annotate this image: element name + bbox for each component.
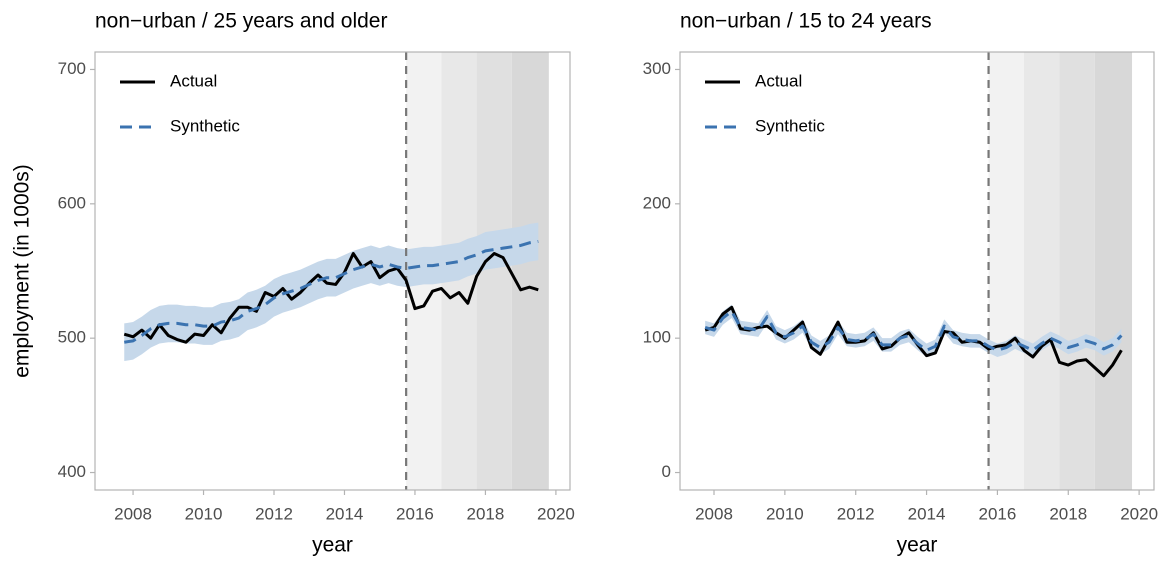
shaded-period <box>1059 52 1095 490</box>
panel-border <box>679 51 1155 491</box>
y-tick-label: 300 <box>643 59 671 78</box>
y-tick-label: 100 <box>643 328 671 347</box>
x-tick-label: 2008 <box>114 504 152 523</box>
shaded-period <box>476 52 512 490</box>
x-tick-label: 2018 <box>1049 504 1087 523</box>
x-tick-label: 2010 <box>185 504 223 523</box>
y-tick-label: 700 <box>58 59 86 78</box>
chart-title: non−urban / 25 years and older <box>95 10 387 33</box>
x-tick-label: 2010 <box>766 504 804 523</box>
shaded-period <box>988 52 1024 490</box>
x-tick-label: 2018 <box>467 504 505 523</box>
shaded-period <box>1023 52 1060 490</box>
y-tick-label: 500 <box>58 328 86 347</box>
chart-title: non−urban / 15 to 24 years <box>680 10 932 33</box>
series-line <box>704 309 1123 352</box>
x-axis-label: year <box>312 534 353 557</box>
y-tick-label: 600 <box>58 193 86 212</box>
legend-label: Synthetic <box>170 116 240 135</box>
x-axis-label: year <box>897 534 938 557</box>
x-tick-label: 2014 <box>326 504 364 523</box>
x-tick-label: 2012 <box>255 504 293 523</box>
x-tick-label: 2016 <box>396 504 434 523</box>
x-tick-label: 2020 <box>537 504 575 523</box>
y-tick-label: 0 <box>662 462 671 481</box>
confidence-band <box>124 222 539 362</box>
legend-label: Actual <box>755 71 802 90</box>
plot-area <box>124 52 549 490</box>
panel-border <box>94 51 571 491</box>
legend-label: Synthetic <box>755 116 825 135</box>
y-tick-label: 200 <box>643 193 671 212</box>
legend-label: Actual <box>170 71 217 90</box>
x-tick-label: 2016 <box>979 504 1017 523</box>
series-line <box>123 252 539 344</box>
x-tick-label: 2012 <box>837 504 875 523</box>
x-tick-label: 2020 <box>1120 504 1158 523</box>
y-axis-label: employment (in 1000s) <box>11 164 34 378</box>
shaded-period <box>511 52 549 490</box>
x-tick-label: 2008 <box>695 504 733 523</box>
y-tick-label: 400 <box>58 462 86 481</box>
shaded-period <box>1094 52 1133 490</box>
x-tick-label: 2014 <box>908 504 946 523</box>
series-line <box>124 239 539 344</box>
